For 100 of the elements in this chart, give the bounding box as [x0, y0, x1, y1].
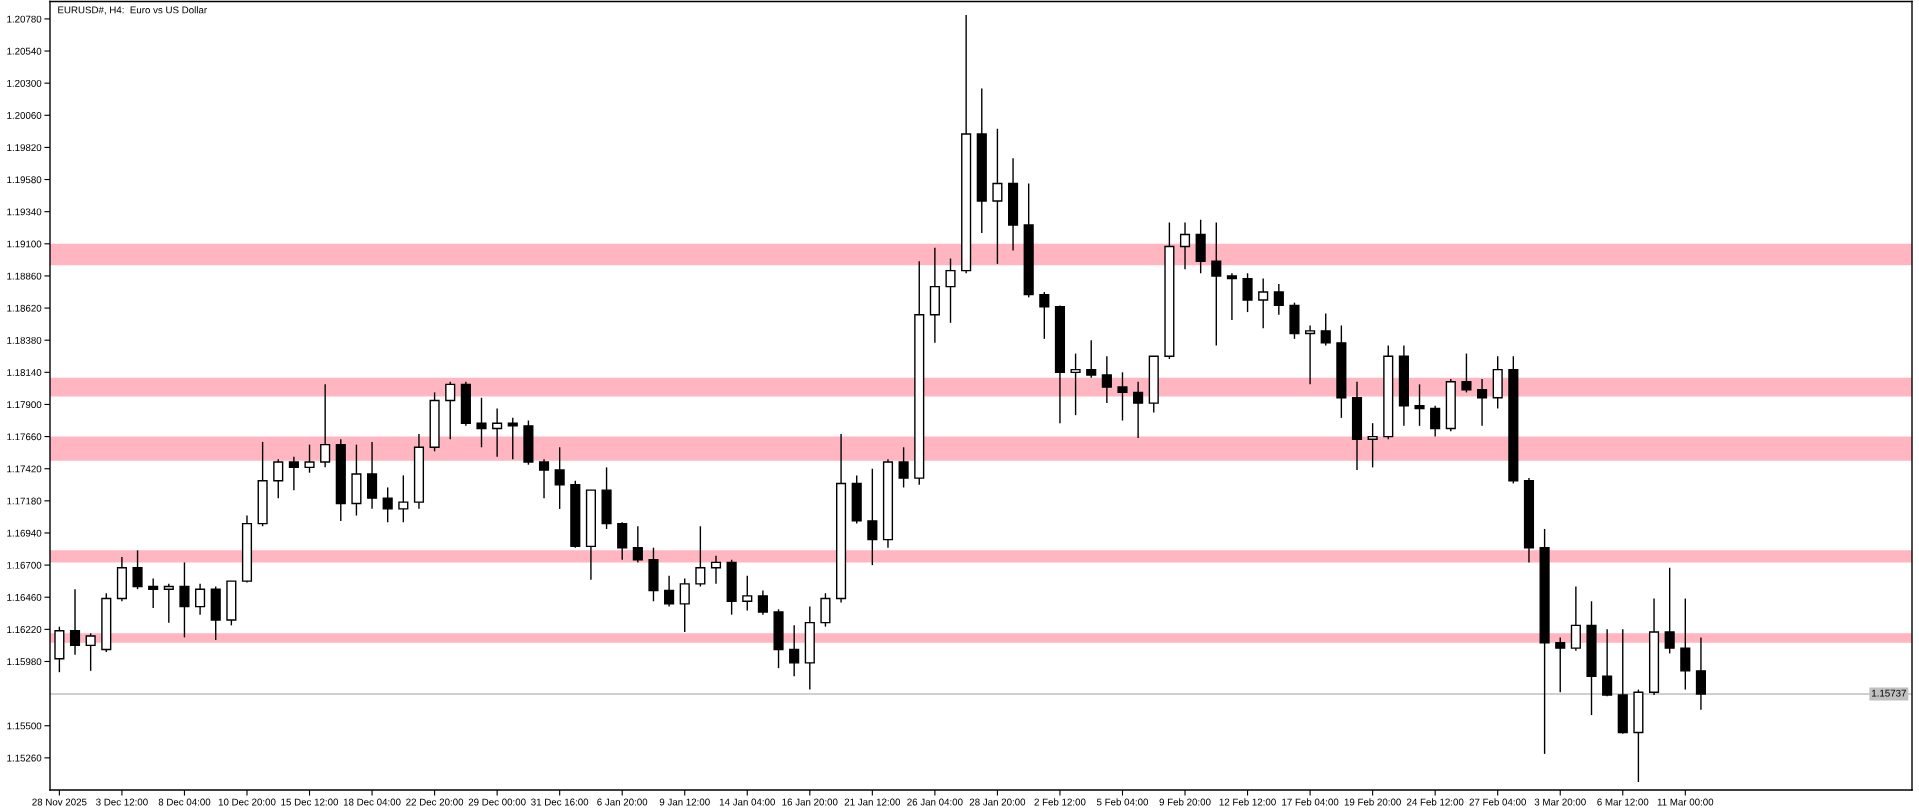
x-tick-label: 31 Dec 16:00 [531, 798, 589, 806]
y-tick-label: 1.16700 [7, 561, 42, 569]
x-tick-label: 6 Jan 20:00 [597, 798, 648, 806]
candlestick [1086, 339, 1097, 379]
candlestick [445, 380, 456, 440]
candlestick [1133, 380, 1144, 439]
candlestick [398, 474, 409, 523]
candlestick [382, 486, 393, 523]
candlestick [1039, 291, 1050, 340]
y-tick-label: 1.19820 [7, 144, 42, 152]
candlestick [1695, 636, 1707, 711]
candlestick [1305, 324, 1316, 386]
x-tick-label: 21 Jan 12:00 [844, 798, 901, 806]
candlestick [710, 555, 722, 585]
candlestick [1570, 585, 1581, 652]
candlestick [992, 127, 1003, 265]
candlestick [195, 583, 206, 616]
candlestick [304, 443, 315, 474]
y-tick-label: 1.18380 [7, 336, 42, 344]
candlestick [1602, 628, 1613, 697]
y-tick-label: 1.18140 [7, 369, 42, 376]
candlestick [1101, 355, 1112, 404]
candlestick [664, 575, 675, 608]
candlestick [757, 589, 768, 616]
y-tick-label: 1.20060 [7, 112, 42, 119]
candlestick [163, 583, 174, 624]
candlestick [132, 549, 143, 590]
candlestick [179, 561, 190, 639]
x-tick-label: 16 Jan 20:00 [782, 798, 838, 806]
candlestick [148, 577, 159, 609]
x-tick-label: 10 Dec 20:00 [218, 798, 276, 806]
candlestick [1226, 272, 1237, 321]
y-tick-label: 1.15980 [7, 658, 42, 666]
x-tick-label: 9 Feb 20:00 [1159, 798, 1211, 806]
y-tick-label: 1.20300 [7, 79, 42, 87]
candlestick [288, 455, 299, 491]
candlestick [695, 525, 706, 588]
y-tick-label: 1.20540 [7, 47, 42, 55]
x-tick-label: 26 Jan 04:00 [907, 798, 963, 806]
x-tick-label: 5 Feb 04:00 [1096, 798, 1149, 806]
x-tick-label: 29 Dec 00:00 [468, 798, 526, 806]
candlestick [320, 383, 331, 469]
x-tick-label: 11 Mar 00:00 [1657, 798, 1714, 806]
y-tick-label: 1.18860 [7, 272, 42, 280]
candlestick [1367, 422, 1378, 469]
candlestick [1320, 312, 1331, 347]
candlestick [1070, 352, 1081, 416]
x-tick-label: 28 Jan 20:00 [969, 798, 1026, 806]
chart-title: EURUSD#, H4: Euro vs US Dollar [58, 6, 207, 15]
y-tick-label: 1.19340 [7, 208, 42, 216]
x-tick-label: 22 Dec 20:00 [406, 798, 464, 806]
candlestick [476, 397, 487, 448]
x-tick-label: 27 Feb 04:00 [1469, 798, 1526, 806]
y-tick-label: 1.16220 [7, 626, 42, 633]
y-tick-label: 1.20780 [7, 15, 42, 23]
x-tick-label: 14 Jan 04:00 [719, 798, 776, 806]
candlestick [1242, 272, 1253, 313]
x-tick-label: 8 Dec 04:00 [158, 798, 211, 806]
candlestick [69, 588, 81, 656]
x-tick-label: 2 Feb 12:00 [1034, 798, 1086, 806]
candlestick [1555, 636, 1566, 693]
x-tick-label: 3 Mar 20:00 [1534, 798, 1586, 806]
candlestick [679, 577, 690, 633]
candlestick [507, 417, 518, 461]
x-tick-label: 24 Feb 12:00 [1407, 798, 1464, 806]
x-tick-label: 19 Feb 20:00 [1344, 798, 1401, 806]
y-tick-label: 1.17420 [7, 465, 42, 473]
candlestick [273, 458, 284, 499]
y-tick-label: 1.18620 [7, 304, 42, 312]
y-tick-label: 1.16940 [7, 529, 42, 537]
candlestick [742, 575, 753, 612]
candlestick [492, 407, 503, 458]
candlestick [1258, 277, 1269, 329]
ref-line-label: 1.15737 [1872, 689, 1906, 697]
x-tick-label: 28 Nov 2025 [32, 798, 87, 806]
y-tick-label: 1.17900 [7, 401, 42, 409]
candlestick [632, 525, 643, 564]
x-tick-label: 17 Feb 04:00 [1282, 798, 1339, 806]
candlestick [85, 632, 96, 672]
candlestick [1430, 405, 1441, 438]
candlestick [867, 468, 878, 566]
candlestick [554, 446, 565, 510]
y-tick-label: 1.15500 [7, 722, 42, 730]
x-tick-label: 15 Dec 12:00 [281, 798, 339, 806]
x-tick-label: 12 Feb 12:00 [1219, 798, 1276, 806]
candlestick [898, 446, 909, 489]
candlestick [1461, 352, 1472, 394]
y-tick-label: 1.19580 [7, 176, 42, 184]
candlestick [1664, 567, 1675, 655]
candlestick [1414, 383, 1425, 427]
x-tick-label: 9 Jan 12:00 [659, 798, 710, 806]
y-tick-label: 1.17180 [7, 497, 42, 505]
candlestick [1476, 378, 1488, 427]
y-tick-label: 1.17660 [7, 433, 42, 441]
candlestick [1273, 283, 1284, 316]
candlestick [1211, 221, 1222, 347]
candlestick [945, 257, 956, 324]
y-tick-label: 1.16460 [7, 593, 42, 601]
candlestick [538, 458, 550, 499]
candlestick [1179, 221, 1191, 270]
